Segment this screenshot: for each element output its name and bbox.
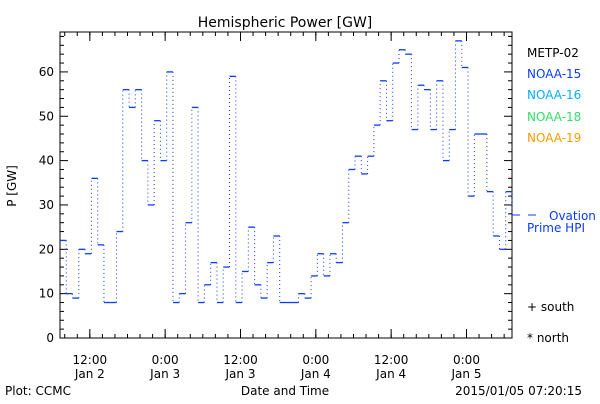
y-axis-label: P [GW]	[5, 165, 19, 207]
x-tick-date-label: Jan 2	[74, 367, 105, 381]
footer-plot-source: Plot: CCMC	[5, 384, 71, 398]
legend-noaa-18: NOAA-18	[527, 110, 581, 124]
x-tick-time-label: 0:00	[152, 353, 179, 367]
legend: METP-02 NOAA-15 NOAA-16 NOAA-18 NOAA-19 …	[512, 46, 596, 345]
legend-noaa-16: NOAA-16	[527, 88, 581, 102]
y-tick-label: 40	[39, 154, 54, 168]
x-axis-label: Date and Time	[241, 384, 329, 398]
x-tick-date-label: Jan 3	[225, 367, 256, 381]
legend-south: + south	[527, 300, 574, 314]
x-tick-time-label: 0:00	[302, 353, 329, 367]
legend-noaa-15: NOAA-15	[527, 67, 581, 81]
legend-ovation: Ovation	[549, 209, 596, 223]
x-tick-time-label: 12:00	[73, 353, 108, 367]
legend-metp-02: METP-02	[527, 46, 579, 60]
chart-title: Hemispheric Power [GW]	[198, 15, 373, 31]
y-tick-label: 0	[46, 331, 54, 345]
legend-north: * north	[527, 331, 569, 345]
x-tick-time-label: 12:00	[374, 353, 409, 367]
y-tick-label: 20	[39, 242, 54, 256]
plot-frame	[59, 31, 513, 339]
y-tick-label: 60	[39, 65, 54, 79]
y-tick-label: 50	[39, 109, 54, 123]
x-tick-date-label: Jan 5	[451, 367, 482, 381]
series-ovation-prime-hpi	[60, 40, 513, 304]
footer-timestamp: 2015/01/05 07:20:15	[455, 384, 582, 398]
y-tick-label: 10	[39, 287, 54, 301]
x-tick-date-label: Jan 4	[375, 367, 406, 381]
x-tick-time-label: 0:00	[453, 353, 480, 367]
legend-noaa-19: NOAA-19	[527, 131, 581, 145]
y-tick-label: 30	[39, 198, 54, 212]
x-tick-time-label: 12:00	[223, 353, 258, 367]
legend-prime-hpi: Prime HPI	[527, 221, 585, 235]
x-tick-date-label: Jan 3	[149, 367, 180, 381]
x-tick-date-label: Jan 4	[300, 367, 331, 381]
